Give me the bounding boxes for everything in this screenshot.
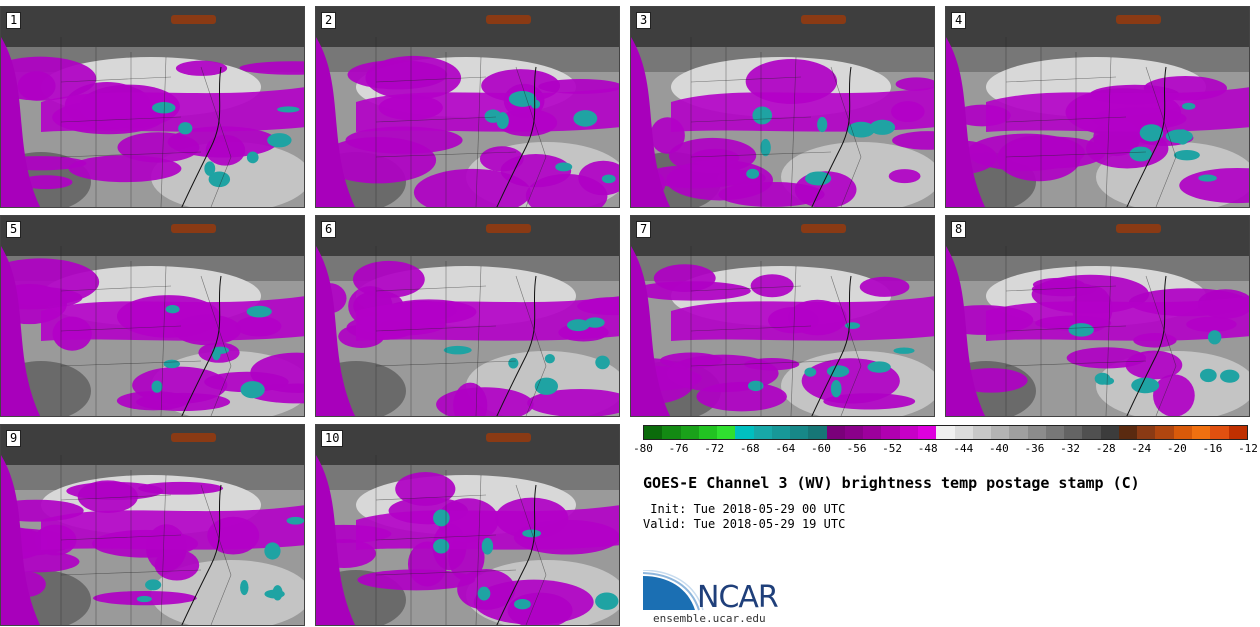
colorbar-tick: -64 bbox=[775, 442, 796, 455]
satellite-map bbox=[316, 425, 619, 625]
satellite-map bbox=[316, 216, 619, 416]
colorbar-swatch bbox=[1118, 426, 1138, 439]
colorbar-swatch bbox=[662, 426, 681, 439]
colorbar-swatch bbox=[1191, 426, 1211, 439]
colorbar-swatch bbox=[735, 426, 754, 439]
satellite-map bbox=[631, 216, 934, 416]
colorbar-tick: -12 bbox=[1238, 442, 1258, 455]
colorbar-tick: -44 bbox=[953, 442, 974, 455]
colorbar-swatch bbox=[954, 426, 973, 439]
satellite-map bbox=[946, 7, 1249, 207]
colorbar-tick: -80 bbox=[633, 442, 653, 455]
colorbar-swatch bbox=[808, 426, 827, 439]
colorbar-tick: -68 bbox=[739, 442, 760, 455]
satellite-map bbox=[1, 7, 304, 207]
panel-label: 3 bbox=[636, 12, 652, 29]
colorbar-swatch bbox=[991, 426, 1010, 439]
ncar-logo-icon bbox=[643, 570, 704, 611]
colorbar-swatch bbox=[717, 426, 736, 439]
panel-label: 1 bbox=[6, 12, 22, 29]
init-time: Init: Tue 2018-05-29 00 UTC bbox=[643, 502, 846, 516]
stamp-panel-7: 7 bbox=[630, 215, 935, 417]
stamp-panel-10: 10 bbox=[315, 424, 620, 626]
satellite-map bbox=[316, 7, 619, 207]
colorbar-swatch bbox=[1064, 426, 1083, 439]
panel-label: 4 bbox=[951, 12, 967, 29]
stamp-panel-1: 1 bbox=[0, 6, 305, 208]
panel-label: 8 bbox=[951, 221, 967, 238]
colorbar-swatch bbox=[863, 426, 882, 439]
satellite-map bbox=[1, 216, 304, 416]
colorbar-swatch bbox=[936, 426, 955, 439]
colorbar-swatch bbox=[753, 426, 772, 439]
satellite-map bbox=[946, 216, 1249, 416]
colorbar-ticks: -80 -76 -72 -68 -64 -60 -56 -52 -48 -44 -40 -36 -32 -… bbox=[633, 442, 1258, 458]
colorbar-swatch bbox=[1137, 426, 1156, 439]
colorbar-swatch bbox=[1155, 426, 1174, 439]
figure-title: GOES-E Channel 3 (WV) brightness temp po… bbox=[643, 474, 1140, 492]
colorbar-tick: -24 bbox=[1131, 442, 1152, 455]
colorbar-tick: -36 bbox=[1024, 442, 1045, 455]
stamp-panel-9: 9 bbox=[0, 424, 305, 626]
colorbar-swatch bbox=[899, 426, 918, 439]
satellite-map bbox=[631, 7, 934, 207]
colorbar-swatch bbox=[698, 426, 718, 439]
colorbar bbox=[643, 425, 1248, 440]
colorbar-swatch bbox=[644, 426, 663, 439]
colorbar-swatch bbox=[790, 426, 809, 439]
colorbar-swatch bbox=[1082, 426, 1101, 439]
colorbar-tick: -32 bbox=[1060, 442, 1080, 455]
colorbar-swatch bbox=[1100, 426, 1119, 439]
colorbar-swatch bbox=[771, 426, 791, 439]
colorbar-tick: -20 bbox=[1166, 442, 1187, 455]
stamp-panel-6: 6 bbox=[315, 215, 620, 417]
satellite-map bbox=[1, 425, 304, 625]
colorbar-tick: -40 bbox=[988, 442, 1009, 455]
colorbar-swatch bbox=[1173, 426, 1192, 439]
colorbar-swatch bbox=[1009, 426, 1028, 439]
colorbar-swatch bbox=[1027, 426, 1046, 439]
colorbar-swatch bbox=[1045, 426, 1065, 439]
colorbar-swatch bbox=[1210, 426, 1229, 439]
stamp-panel-5: 5 bbox=[0, 215, 305, 417]
panel-label: 10 bbox=[321, 430, 344, 447]
colorbar-swatch bbox=[680, 426, 699, 439]
stamp-panel-8: 8 bbox=[945, 215, 1250, 417]
stamp-panel-2: 2 bbox=[315, 6, 620, 208]
stamp-panel-4: 4 bbox=[945, 6, 1250, 208]
panel-label: 9 bbox=[6, 430, 22, 447]
colorbar-tick: -60 bbox=[811, 442, 831, 455]
logo-url: ensemble.ucar.edu bbox=[653, 612, 766, 625]
colorbar-tick: -52 bbox=[882, 442, 903, 455]
panel-label: 2 bbox=[321, 12, 337, 29]
panel-label: 6 bbox=[321, 221, 337, 238]
colorbar-tick: -76 bbox=[668, 442, 689, 455]
colorbar-swatch bbox=[917, 426, 937, 439]
logo-wordmark: NCAR bbox=[697, 580, 779, 615]
colorbar-swatch bbox=[844, 426, 864, 439]
colorbar-tick: -16 bbox=[1202, 442, 1223, 455]
colorbar-swatch bbox=[826, 426, 845, 439]
panel-label: 5 bbox=[6, 221, 22, 238]
colorbar-swatch bbox=[881, 426, 900, 439]
valid-time: Valid: Tue 2018-05-29 19 UTC bbox=[643, 517, 846, 531]
colorbar-tick: -72 bbox=[704, 442, 725, 455]
colorbar-tick: -28 bbox=[1095, 442, 1116, 455]
colorbar-tick: -56 bbox=[846, 442, 867, 455]
colorbar-swatch bbox=[972, 426, 992, 439]
panel-label: 7 bbox=[636, 221, 652, 238]
stamp-panel-3: 3 bbox=[630, 6, 935, 208]
colorbar-swatch bbox=[1228, 426, 1247, 439]
colorbar-tick: -48 bbox=[917, 442, 938, 455]
